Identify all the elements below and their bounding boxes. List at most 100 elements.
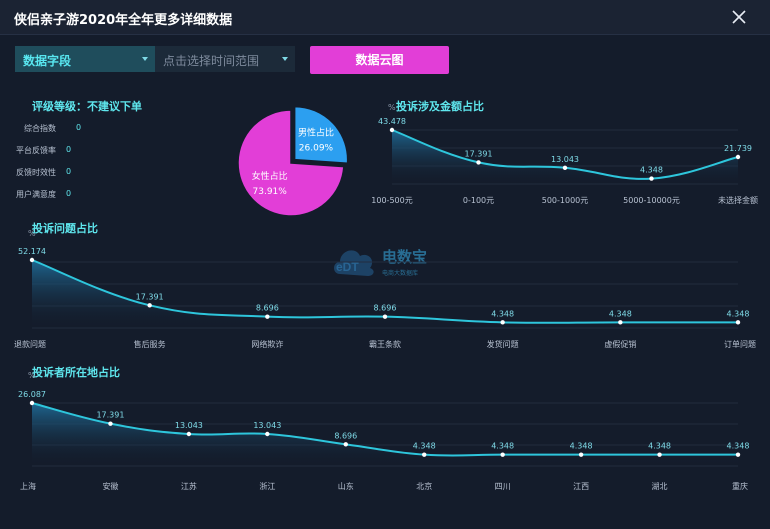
data-point — [735, 452, 741, 457]
x-tick-label: 霸王条款 — [369, 339, 401, 349]
cloud-logo-icon — [334, 250, 374, 276]
x-tick-label: 重庆 — [732, 481, 748, 491]
data-point — [735, 320, 741, 325]
x-tick-label: 虚假促销 — [604, 339, 636, 349]
data-value-label: 4.348 — [570, 442, 593, 451]
location-chart-title: 投诉者所在地占比 — [32, 366, 120, 379]
watermark-logo-sub: 电商大数据库 — [382, 270, 419, 277]
chevron-down-icon — [142, 57, 148, 61]
data-value-label: 13.043 — [551, 155, 579, 164]
x-tick-label: 0-100元 — [463, 196, 494, 205]
x-tick-label: 湖北 — [652, 482, 668, 491]
series-area — [32, 260, 738, 328]
data-point — [649, 176, 654, 181]
series-area — [392, 130, 738, 184]
data-value-label: 4.348 — [491, 442, 514, 451]
data-point — [657, 452, 662, 457]
chevron-down-icon — [282, 57, 288, 61]
data-point — [147, 303, 152, 308]
metric-label: 反馈时效性 — [16, 168, 56, 177]
data-point — [265, 314, 270, 319]
pie-slice-value: 26.09% — [299, 144, 334, 154]
metric-value: 0 — [66, 145, 72, 154]
window-titlebar: 侠侣亲子游2020年全年更多详细数据 — [0, 0, 770, 35]
issue-area-chart: % 52.174 退款问题 17.391 售后服务 8.696 网络欺诈 8.696 霸王条款 4… — [14, 229, 756, 349]
x-tick-label: 未选择金额 — [718, 195, 758, 205]
data-value-label: 8.696 — [374, 304, 397, 313]
metric-label: 综合指数 — [24, 124, 56, 133]
data-point — [578, 452, 584, 457]
x-tick-label: 发货问题 — [487, 339, 519, 349]
gender-pie-chart: 男性占比 26.09% 女性占比 73.91% — [237, 105, 349, 216]
pie-slice-male — [293, 105, 349, 165]
time-range-placeholder: 点击选择时间范围 — [163, 54, 260, 68]
location-area-chart: % 26.087 上海 17.391 安徽 13.043 江苏 13.043 浙江 8.696 山东… — [18, 371, 750, 491]
metric-row: 反馈时效性 0 — [16, 167, 71, 178]
data-value-label: 17.391 — [96, 411, 124, 420]
data-value-label: 4.348 — [727, 442, 750, 451]
time-range-select[interactable]: 点击选择时间范围 — [155, 46, 295, 72]
y-unit-label: % — [388, 103, 396, 112]
amount-area-chart: % 43.478 100-500元 17.391 0-100元 13.043 500-100… — [371, 103, 758, 205]
series-area — [32, 403, 738, 465]
data-value-label: 26.087 — [18, 390, 46, 399]
data-value-label: 13.043 — [253, 421, 281, 430]
metric-label: 平台反馈率 — [16, 146, 56, 155]
x-tick-label: 山东 — [338, 481, 354, 491]
data-point — [343, 442, 348, 447]
data-value-label: 4.348 — [413, 442, 436, 451]
y-unit-label: % — [28, 229, 36, 238]
data-value-label: 13.043 — [175, 421, 203, 430]
data-value-label: 8.696 — [334, 431, 357, 440]
metric-value: 0 — [76, 123, 82, 132]
field-select[interactable]: 数据字段 — [15, 46, 155, 72]
pie-slice-label: 女性占比 — [252, 170, 288, 182]
metric-row: 综合指数 0 — [24, 123, 81, 134]
series-line — [31, 402, 738, 457]
field-select-value: 数据字段 — [23, 54, 72, 68]
data-value-label: 21.739 — [724, 144, 752, 153]
data-point — [735, 154, 741, 160]
metric-value: 0 — [66, 189, 72, 198]
data-point — [618, 320, 623, 325]
metric-row: 平台反馈率 0 — [16, 145, 71, 156]
x-tick-label: 四川 — [495, 482, 511, 491]
pie-slice-label: 男性占比 — [298, 127, 334, 139]
data-point — [265, 431, 270, 437]
x-tick-label: 订单问题 — [724, 339, 756, 349]
data-value-label: 17.391 — [465, 149, 493, 158]
data-value-label: 4.348 — [609, 309, 632, 318]
data-value-label: 4.348 — [491, 309, 514, 318]
watermark-logo-letters: eDT — [336, 260, 359, 274]
data-point — [29, 400, 35, 406]
data-point — [562, 165, 568, 171]
close-icon[interactable] — [730, 8, 748, 26]
pie-slice-value: 73.91% — [253, 187, 288, 197]
pie-slice-female — [237, 109, 345, 216]
issue-chart-title: 投诉问题占比 — [32, 222, 98, 235]
x-tick-label: 浙江 — [259, 481, 275, 491]
x-tick-label: 100-500元 — [371, 196, 412, 205]
data-point — [500, 320, 505, 325]
data-value-label: 4.348 — [640, 166, 663, 175]
x-tick-label: 5000-10000元 — [623, 196, 680, 205]
data-point — [29, 257, 35, 263]
metric-row: 用户满意度 0 — [16, 189, 71, 200]
data-point — [500, 452, 505, 457]
data-value-label: 4.348 — [727, 309, 750, 318]
x-tick-label: 上海 — [20, 481, 36, 491]
data-point — [382, 314, 388, 319]
x-tick-label: 安徽 — [102, 481, 118, 491]
data-value-label: 43.478 — [378, 117, 406, 126]
data-point — [108, 421, 113, 426]
metric-value: 0 — [66, 167, 72, 176]
data-point — [186, 431, 192, 437]
x-tick-label: 北京 — [416, 481, 432, 491]
data-cloud-button[interactable]: 数据云图 — [310, 46, 449, 74]
data-value-label: 8.696 — [256, 304, 279, 313]
amount-chart-title: 投诉涉及金额占比 — [396, 100, 484, 113]
data-value-label: 17.391 — [136, 292, 164, 301]
y-unit-label: % — [28, 371, 36, 380]
x-tick-label: 售后服务 — [134, 339, 166, 349]
x-tick-label: 江苏 — [181, 481, 197, 491]
